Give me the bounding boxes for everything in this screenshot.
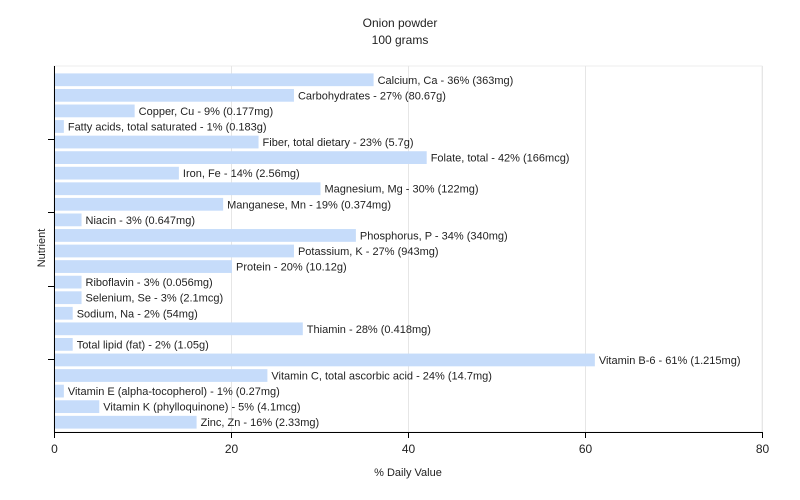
bar-label: Protein - 20% (10.12g) — [236, 262, 347, 274]
bar — [55, 384, 64, 398]
axes — [48, 66, 763, 438]
bar-label: Riboflavin - 3% (0.056mg) — [86, 277, 213, 289]
bar-label: Sodium, Na - 2% (54mg) — [77, 308, 198, 320]
bar-label: Vitamin B-6 - 61% (1.215mg) — [599, 355, 741, 367]
bar — [55, 400, 100, 414]
chart-subtitle: 100 grams — [372, 33, 429, 47]
bar — [55, 306, 73, 320]
x-tick-label: 60 — [579, 442, 593, 456]
x-tick-label: 80 — [756, 442, 770, 456]
bar-label: Potassium, K - 27% (943mg) — [298, 246, 439, 258]
bar — [55, 415, 197, 429]
x-tick-label: 0 — [51, 442, 58, 456]
bar — [55, 135, 259, 149]
bar-label: Folate, total - 42% (166mcg) — [431, 153, 570, 165]
x-tick-labels: 0 20 40 60 80 — [51, 442, 769, 456]
bar-label: Vitamin K (phylloquinone) - 5% (4.1mcg) — [103, 402, 300, 414]
bar — [55, 353, 595, 367]
bar — [55, 104, 135, 118]
bar — [55, 260, 232, 273]
bar — [55, 369, 268, 382]
bar-label: Niacin - 3% (0.647mg) — [86, 215, 195, 227]
chart-title: Onion powder — [363, 16, 438, 30]
bar — [55, 275, 82, 289]
bar-label: Vitamin E (alpha-tocopherol) - 1% (0.27m… — [68, 386, 280, 398]
bar-label: Phosphorus, P - 34% (340mg) — [360, 230, 508, 242]
bar-label: Fiber, total dietary - 23% (5.7g) — [263, 137, 414, 149]
x-tick-label: 40 — [402, 442, 416, 456]
bar-label: Iron, Fe - 14% (2.56mg) — [183, 168, 300, 180]
bar — [55, 88, 294, 102]
bar-label: Fatty acids, total saturated - 1% (0.183… — [68, 121, 267, 133]
bar-label: Selenium, Se - 3% (2.1mcg) — [86, 293, 224, 305]
bar-label: Manganese, Mn - 19% (0.374mg) — [227, 199, 391, 211]
bar-label: Copper, Cu - 9% (0.177mg) — [139, 106, 274, 118]
bar — [55, 338, 73, 351]
bar-label: Carbohydrates - 27% (80.67g) — [298, 90, 446, 102]
bar — [55, 291, 82, 305]
bar-label: Vitamin C, total ascorbic acid - 24% (14… — [271, 371, 492, 383]
bar-label: Zinc, Zn - 16% (2.33mg) — [201, 417, 320, 429]
x-axis-title: % Daily Value — [374, 467, 442, 479]
bar — [55, 166, 179, 180]
bar-label: Calcium, Ca - 36% (363mg) — [378, 75, 514, 87]
bar — [55, 213, 82, 227]
y-axis-title: Nutrient — [36, 229, 48, 268]
bar — [55, 73, 374, 87]
bar-label: Magnesium, Mg - 30% (122mg) — [325, 184, 479, 196]
bar — [55, 244, 294, 258]
bars — [55, 73, 595, 429]
bar — [55, 182, 321, 196]
bar — [55, 197, 224, 211]
bar-label: Thiamin - 28% (0.418mg) — [307, 324, 431, 336]
bar — [55, 322, 303, 336]
bar — [55, 120, 64, 133]
bar-label: Total lipid (fat) - 2% (1.05g) — [77, 339, 209, 351]
x-tick-label: 20 — [225, 442, 239, 456]
bar — [55, 151, 427, 164]
bar — [55, 229, 356, 242]
bar-labels: Calcium, Ca - 36% (363mg) Carbohydrates -… — [68, 75, 741, 429]
